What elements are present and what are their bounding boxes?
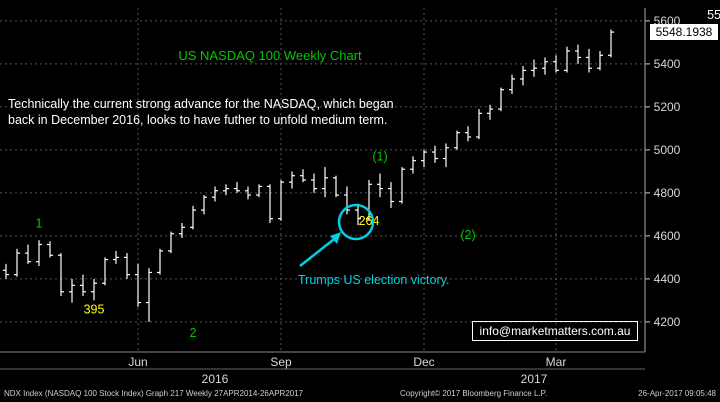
ohlc-bar: [432, 145, 438, 163]
annotation-label: 5557: [707, 8, 720, 22]
chart-footer: NDX Index (NASDAQ 100 Stock Index) Graph…: [0, 385, 720, 402]
ohlc-bar: [333, 175, 339, 198]
ohlc-bar: [25, 244, 31, 264]
footer-copyright: Copyright© 2017 Bloomberg Finance L.P.: [400, 389, 548, 398]
ohlc-bars: [3, 29, 614, 322]
ohlc-bar: [69, 278, 75, 303]
commentary-line-2: back in December 2016, looks to have fut…: [8, 113, 387, 127]
year-label: 2016: [202, 372, 229, 385]
election-arrow-head: [330, 232, 341, 244]
ohlc-bar: [179, 223, 185, 239]
ohlc-bar: [421, 149, 427, 168]
ohlc-bar: [36, 240, 42, 266]
ohlc-bar: [597, 51, 603, 71]
ohlc-bar: [14, 248, 20, 277]
election-arrow-shaft: [299, 235, 339, 267]
ohlc-bar: [575, 44, 581, 64]
annotation-label: 2: [190, 326, 197, 340]
ohlc-bar: [476, 109, 482, 140]
ohlc-bar: [212, 186, 218, 202]
annotation-label: 395: [84, 302, 105, 316]
ohlc-bar: [157, 248, 163, 275]
ohlc-bar: [531, 59, 537, 77]
ohlc-bar: [234, 182, 240, 193]
ohlc-bar: [113, 250, 119, 264]
ohlc-bar: [487, 104, 493, 120]
ohlc-bar: [553, 55, 559, 73]
ohlc-bar: [366, 180, 372, 221]
ohlc-bar: [355, 203, 361, 226]
ohlc-bar: [91, 278, 97, 301]
ohlc-bar: [443, 143, 449, 168]
annotation-label: (1): [372, 150, 387, 164]
ohlc-bar: [498, 87, 504, 112]
annotations: 1 395 2 (1) 264 (2) 5557: [36, 8, 720, 340]
election-label: Trumps US election victory.: [298, 273, 449, 287]
ohlc-bar: [3, 263, 9, 279]
ohlc-bar: [410, 156, 416, 174]
ohlc-bar: [289, 171, 295, 189]
ohlc-bar: [377, 173, 383, 198]
ohlc-bar: [124, 253, 130, 279]
y-tick-label: 5000: [654, 143, 681, 157]
ohlc-bar: [58, 253, 64, 297]
footer-series-info: NDX Index (NASDAQ 100 Stock Index) Graph…: [4, 389, 304, 398]
contact-email[interactable]: info@marketmatters.com.au: [472, 321, 638, 341]
x-tick-label: Sep: [270, 355, 292, 369]
y-tick-label: 4800: [654, 186, 681, 200]
last-price-label: 5548.1938: [650, 24, 718, 40]
y-tick-label: 5200: [654, 100, 681, 114]
ohlc-bar: [300, 169, 306, 183]
ohlc-bar: [146, 268, 152, 322]
commentary-line-1: Technically the current strong advance f…: [8, 97, 394, 111]
ohlc-bar: [542, 57, 548, 75]
annotation-label: 1: [36, 216, 43, 230]
year-label: 2017: [521, 372, 548, 385]
ohlc-bar: [344, 186, 350, 215]
ohlc-bar: [135, 263, 141, 307]
annotation-label: (2): [460, 228, 475, 242]
chart-title: US NASDAQ 100 Weekly Chart: [178, 48, 362, 63]
ohlc-bar: [520, 66, 526, 86]
ohlc-bar: [399, 167, 405, 204]
x-tick-label: Mar: [546, 355, 567, 369]
x-tick-label: Jun: [128, 355, 147, 369]
ohlc-bar: [586, 48, 592, 73]
y-tick-label: 4400: [654, 272, 681, 286]
y-tick-label: 4600: [654, 229, 681, 243]
ohlc-bar: [564, 46, 570, 73]
ohlc-bar: [201, 195, 207, 215]
ohlc-bar: [509, 74, 515, 94]
ohlc-bar: [256, 184, 262, 198]
time-axis: Jun Sep Dec Mar 2016 2017: [0, 351, 645, 385]
annotation-label: 264: [359, 214, 380, 228]
ohlc-bar: [102, 257, 108, 286]
election-marker: Trumps US election victory.: [298, 203, 449, 287]
ohlc-bar: [245, 186, 251, 200]
ohlc-bar: [608, 29, 614, 58]
y-tick-label: 4200: [654, 315, 681, 329]
election-circle: [337, 203, 375, 241]
ohlc-bar: [388, 182, 394, 208]
footer-timestamp: 26-Apr-2017 09:05:48: [638, 389, 716, 398]
ohlc-bar: [322, 167, 328, 198]
ohlc-bar: [80, 274, 86, 297]
commentary-text: Technically the current strong advance f…: [8, 97, 394, 127]
ohlc-bar: [223, 184, 229, 196]
ohlc-bar: [168, 231, 174, 254]
ohlc-bar: [47, 241, 53, 258]
ohlc-bar: [267, 184, 273, 223]
ohlc-bar: [454, 130, 460, 150]
ohlc-bar: [190, 205, 196, 230]
x-tick-label: Dec: [413, 355, 434, 369]
ohlc-bar: [465, 126, 471, 142]
ohlc-bar: [278, 180, 284, 221]
ohlc-bar: [311, 173, 317, 193]
y-tick-label: 5400: [654, 57, 681, 71]
